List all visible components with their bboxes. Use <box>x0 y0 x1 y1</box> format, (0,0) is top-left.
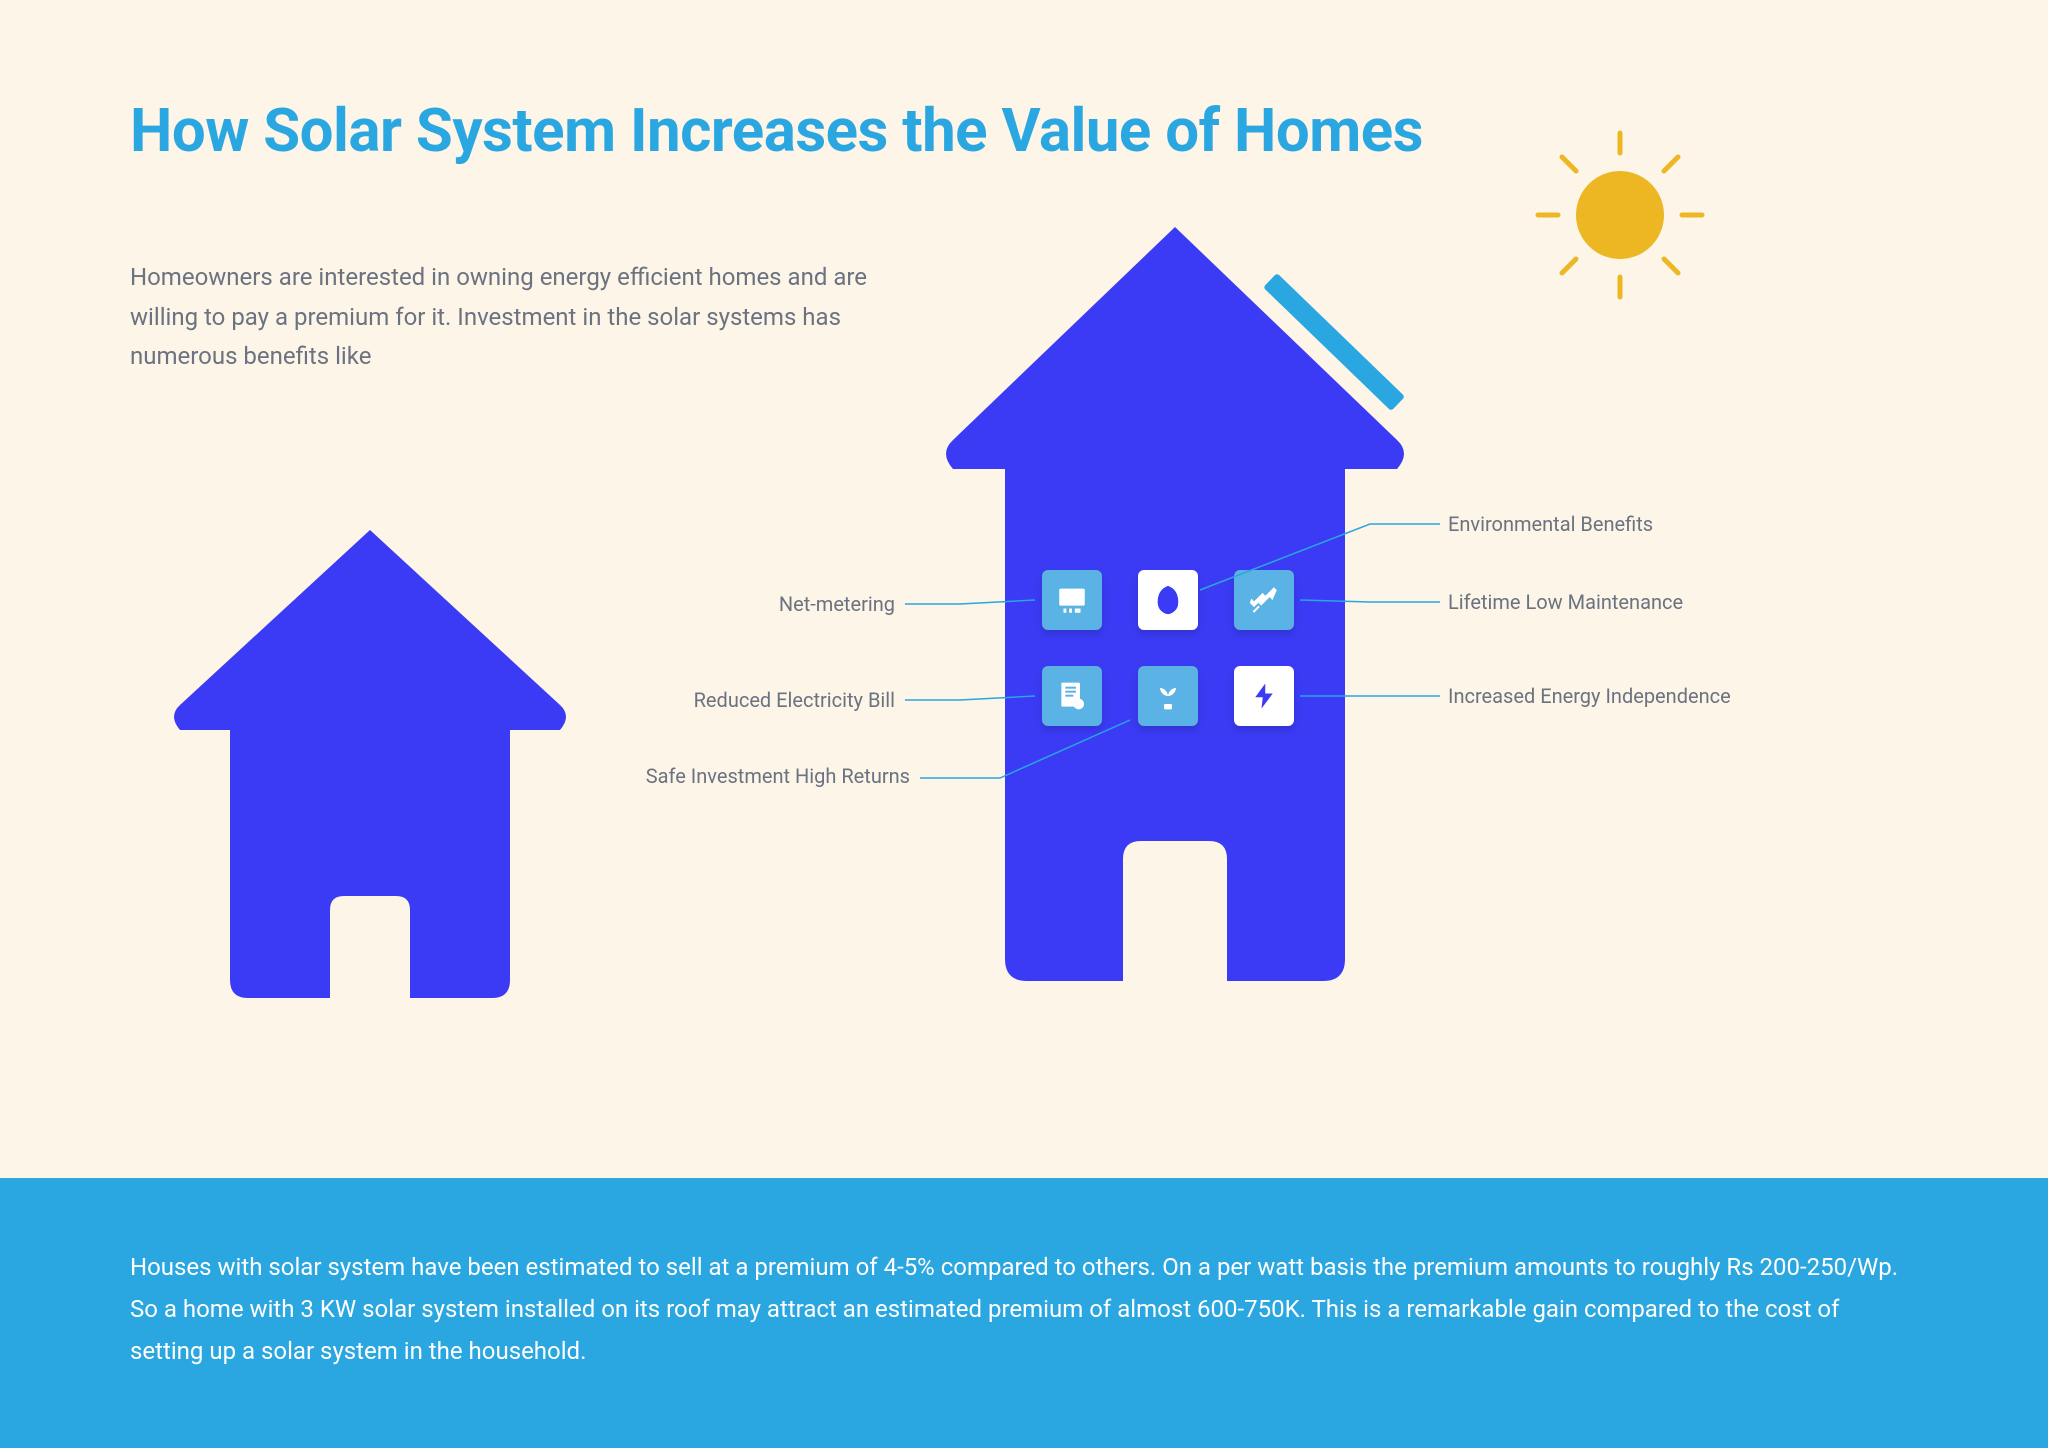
footer-text: Houses with solar system have been estim… <box>130 1246 1918 1372</box>
leader-lines <box>0 0 2048 1100</box>
footer-panel: Houses with solar system have been estim… <box>0 1178 2048 1448</box>
